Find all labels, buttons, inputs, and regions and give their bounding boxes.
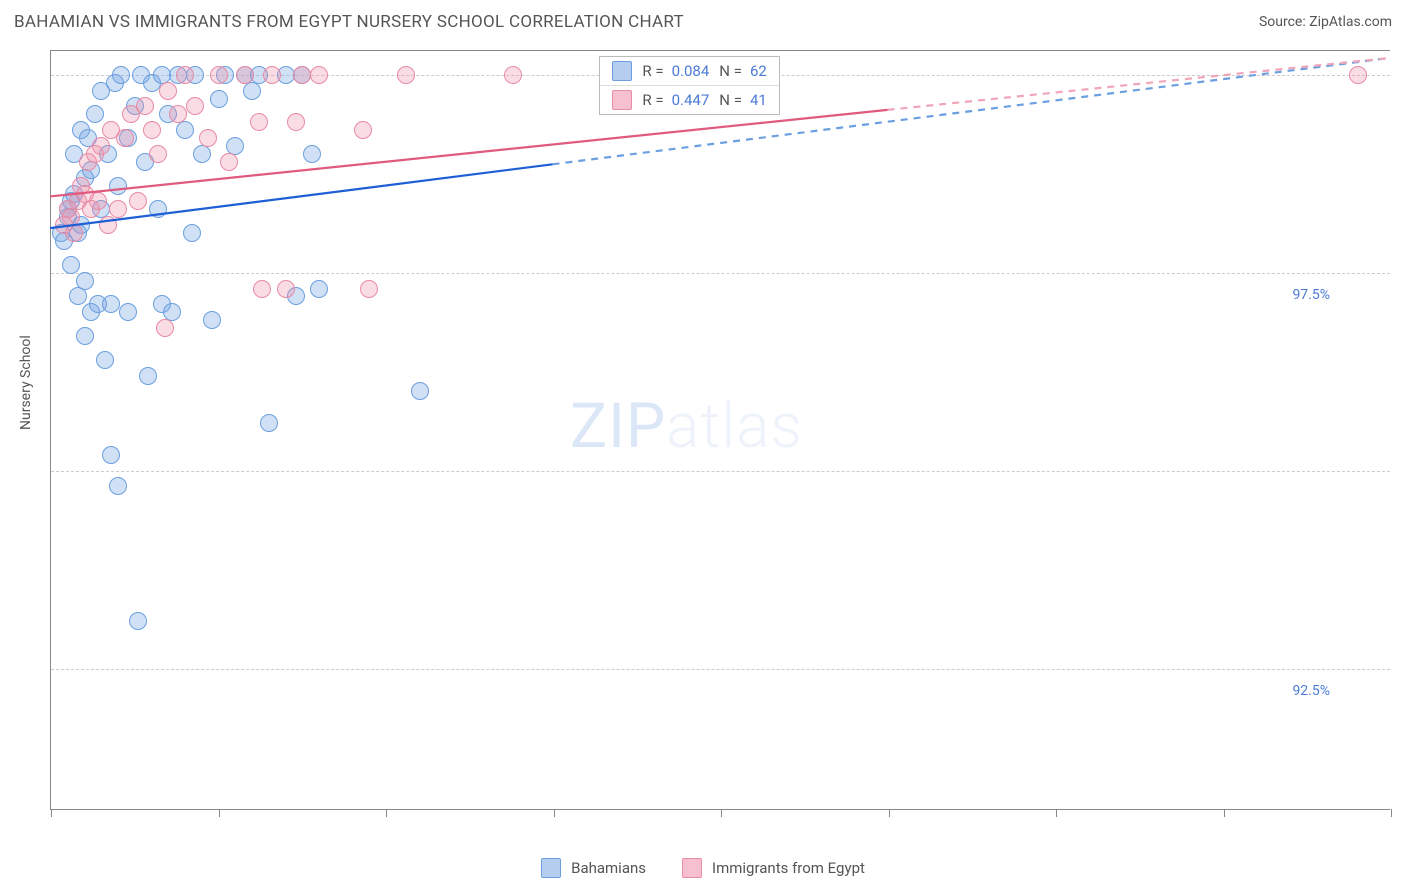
legend-swatch [682, 858, 702, 878]
xtick [1391, 809, 1392, 817]
stat-r: R =0.447 [642, 91, 709, 109]
xtick [721, 809, 722, 817]
legend-label: Immigrants from Egypt [712, 859, 865, 877]
xtick [51, 809, 52, 817]
legend-label: Bahamians [571, 859, 646, 877]
trend-line [50, 164, 553, 228]
xtick [1056, 809, 1057, 817]
legend-item: Bahamians [541, 858, 646, 878]
source: Source: ZipAtlas.com [1259, 14, 1392, 30]
header: BAHAMIAN VS IMMIGRANTS FROM EGYPT NURSER… [0, 0, 1406, 40]
xtick [554, 809, 555, 817]
legend-swatch [612, 90, 632, 110]
legend-swatch [541, 858, 561, 878]
legend-item: Immigrants from Egypt [682, 858, 865, 878]
legend-swatch [612, 61, 632, 81]
stat-r: R =0.084 [642, 62, 709, 80]
legend: Bahamians Immigrants from Egypt [0, 858, 1406, 878]
stat-n: N =41 [719, 91, 767, 109]
xtick [386, 809, 387, 817]
chart-title: BAHAMIAN VS IMMIGRANTS FROM EGYPT NURSER… [14, 12, 684, 32]
trend-line [888, 58, 1391, 110]
xtick [1224, 809, 1225, 817]
trend-lines [50, 50, 1390, 810]
yaxis-label: Nursery School [18, 335, 34, 430]
stat-n: N =62 [719, 62, 767, 80]
stats-row: R =0.084 N =62 [600, 57, 778, 85]
stats-box: R =0.084 N =62 R =0.447 N =41 [599, 56, 779, 115]
source-value: ZipAtlas.com [1309, 14, 1392, 30]
plot-area: 92.5%97.5% ZIPatlas R =0.084N =62R =0.44… [50, 50, 1390, 810]
xtick [219, 809, 220, 817]
trend-line [50, 110, 888, 197]
source-label: Source: [1259, 14, 1306, 30]
stats-row: R =0.447 N =41 [600, 85, 778, 114]
xtick [889, 809, 890, 817]
